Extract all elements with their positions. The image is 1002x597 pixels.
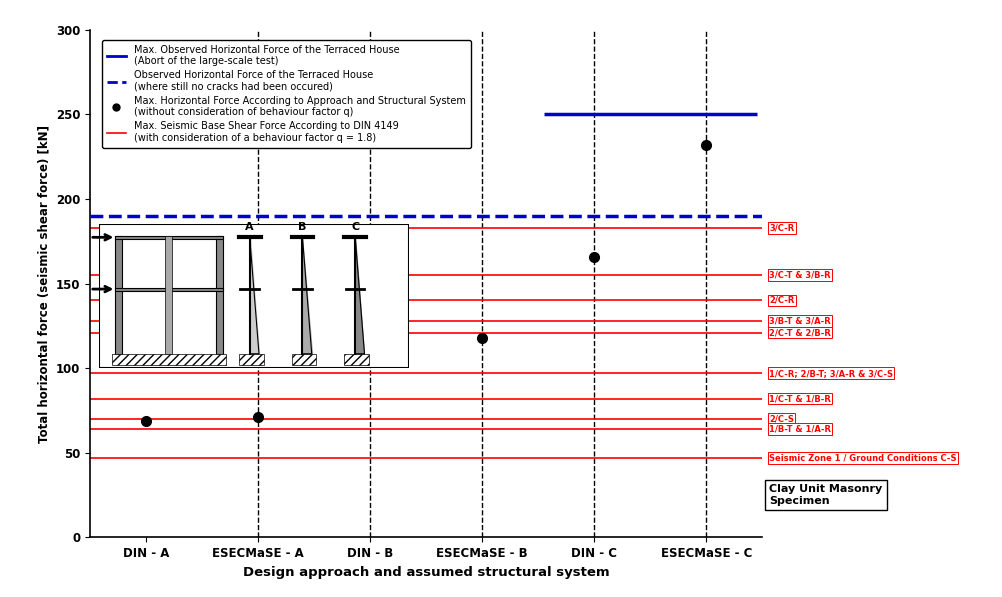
Text: 1/B-T & 1/A-R: 1/B-T & 1/A-R [769, 424, 831, 433]
Bar [114, 236, 223, 239]
Text: 1/C-T & 1/B-R: 1/C-T & 1/B-R [769, 394, 831, 403]
Text: 1/C-R; 2/B-T; 3/A-R & 3/C-S: 1/C-R; 2/B-T; 3/A-R & 3/C-S [769, 369, 893, 378]
Text: Seismic Zone 1 / Ground Conditions C-S: Seismic Zone 1 / Ground Conditions C-S [769, 453, 956, 462]
Text: C: C [351, 221, 359, 232]
Polygon shape [303, 238, 312, 354]
Text: 3/C-R: 3/C-R [769, 223, 794, 232]
Bar [344, 354, 369, 365]
Text: 2/C-S: 2/C-S [769, 414, 794, 423]
Bar [165, 236, 172, 354]
Text: 2/C-T & 2/B-R: 2/C-T & 2/B-R [769, 328, 831, 337]
Bar [238, 354, 264, 365]
Text: A: A [245, 221, 254, 232]
Polygon shape [355, 238, 364, 354]
Bar [111, 354, 226, 365]
Text: 3/C-T & 3/B-R: 3/C-T & 3/B-R [769, 270, 830, 279]
X-axis label: Design approach and assumed structural system: Design approach and assumed structural s… [242, 565, 609, 578]
Text: Clay Unit Masonry
Specimen: Clay Unit Masonry Specimen [769, 484, 882, 506]
Text: 2/C-R: 2/C-R [769, 296, 794, 305]
Text: 3/B-T & 3/A-R: 3/B-T & 3/A-R [769, 316, 830, 325]
Text: B: B [298, 221, 307, 232]
Polygon shape [249, 238, 259, 354]
Y-axis label: Total horizontal force (seismic shear force) [kN]: Total horizontal force (seismic shear fo… [37, 125, 50, 442]
Bar [114, 288, 223, 291]
Legend: Max. Observed Horizontal Force of the Terraced House
(Abort of the large-scale t: Max. Observed Horizontal Force of the Te… [102, 40, 470, 147]
Bar [215, 236, 223, 354]
Bar [292, 354, 316, 365]
Bar [114, 236, 122, 354]
